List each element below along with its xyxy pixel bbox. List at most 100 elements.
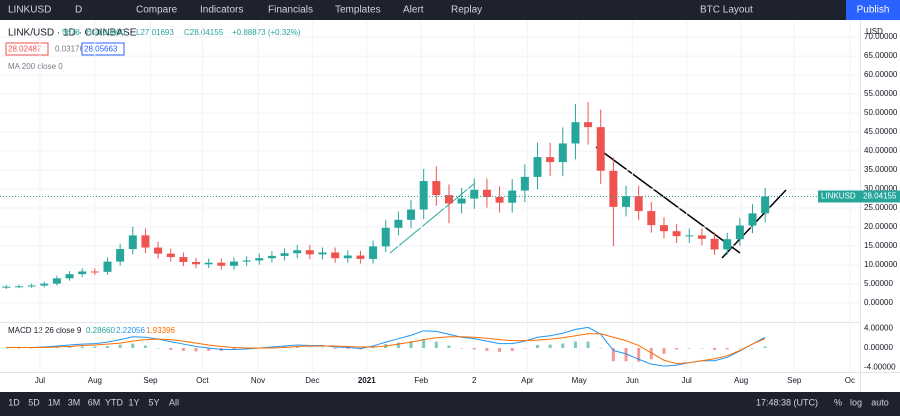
macd-histogram — [118, 344, 122, 348]
x-tick-label: Apr — [521, 376, 534, 385]
candle-body — [482, 189, 491, 198]
candle-body — [192, 261, 201, 265]
candle-body — [14, 286, 23, 288]
candle-body — [217, 262, 226, 266]
scale-option[interactable]: log — [850, 397, 862, 407]
macd-histogram — [460, 347, 464, 349]
toolbar-button[interactable]: Indicators — [200, 5, 243, 16]
macd-histogram — [295, 346, 299, 348]
scale-option[interactable]: % — [834, 397, 842, 407]
currency[interactable]: USD — [866, 27, 883, 36]
macd-histogram — [447, 345, 451, 348]
y-tick-label: 30.00000 — [864, 184, 898, 193]
y-tick-label: 35.00000 — [864, 165, 898, 174]
macd-histogram — [738, 347, 742, 349]
macd-histogram — [143, 345, 147, 348]
range-button[interactable]: 5Y — [148, 397, 159, 407]
macd-histogram — [308, 347, 312, 348]
range-button[interactable]: 1M — [48, 397, 61, 407]
macd-histogram — [472, 347, 476, 350]
y-tick-label: 15.00000 — [864, 241, 898, 250]
x-tick-label: Dec — [305, 376, 319, 385]
candle-body — [520, 176, 529, 191]
candle-body — [369, 246, 378, 259]
price-box — [5, 42, 49, 56]
candle-body — [90, 271, 99, 273]
macd-histogram — [409, 341, 413, 348]
toolbar-button[interactable]: Compare — [136, 5, 178, 16]
legend-title: LINK/USD · 1D · COINBASE — [8, 28, 137, 39]
candle-body — [647, 211, 656, 226]
last-price-tag — [818, 190, 900, 203]
macd-histogram — [80, 346, 84, 348]
range-button[interactable]: 6M — [88, 397, 101, 407]
macd-histogram — [700, 347, 704, 349]
symbol[interactable]: LINKUSD — [8, 5, 51, 16]
macd-histogram — [536, 345, 539, 348]
macd-histogram — [434, 341, 438, 348]
range-button[interactable]: All — [169, 397, 179, 407]
y-tick-label: 20.00000 — [864, 222, 898, 231]
candle-body — [166, 253, 175, 258]
toolbar-button[interactable]: Alert — [403, 5, 424, 16]
candle-body — [495, 197, 504, 203]
x-tick-label: Sep — [787, 376, 802, 385]
candle-body — [394, 219, 403, 228]
interval[interactable]: D — [75, 5, 82, 16]
ohlc-value: C28.04155 — [184, 28, 224, 37]
candle-body — [672, 231, 681, 237]
candle-body — [305, 250, 314, 255]
macd-histogram — [131, 343, 135, 348]
publish-button[interactable] — [846, 0, 900, 20]
macd-histogram — [156, 347, 160, 349]
y-tick-label: 5.00000 — [864, 279, 893, 288]
candle-body — [128, 235, 137, 250]
macd-histogram — [510, 347, 514, 351]
range-button[interactable]: 3M — [68, 397, 81, 407]
macd-histogram — [68, 346, 72, 348]
last-price: 28.04155 — [863, 192, 897, 201]
macd-histogram — [4, 347, 8, 349]
toolbar-button[interactable]: Replay — [451, 5, 482, 16]
price-box-label: 28.05663 — [84, 45, 118, 54]
y-tick-label: 25.00000 — [864, 203, 898, 212]
y-tick-label: 10.00000 — [864, 260, 898, 269]
clock: 17:48:38 (UTC) — [756, 397, 818, 407]
ohlc-value: +0.88873 (+0.32%) — [232, 28, 301, 37]
candle-body — [432, 181, 441, 196]
candle-body — [533, 157, 542, 177]
publish-label[interactable]: Publish — [857, 5, 890, 16]
range-button[interactable]: 1D — [8, 397, 20, 407]
candle-body — [141, 235, 150, 248]
range-button[interactable]: 5D — [28, 397, 40, 407]
candle-body — [154, 247, 163, 254]
macd-histogram — [498, 347, 502, 352]
candle-body — [571, 122, 580, 144]
macd-histogram — [548, 344, 552, 348]
layout[interactable]: BTC Layout — [700, 5, 753, 16]
macd-histogram — [649, 347, 653, 360]
toolbar-button[interactable]: Financials — [268, 5, 313, 16]
range-button[interactable]: YTD — [105, 397, 124, 407]
candle-body — [356, 255, 365, 259]
candle-body — [710, 238, 719, 250]
price-box-label: 28.02487 — [8, 45, 42, 54]
macd-histogram — [561, 343, 565, 348]
macd-histogram — [751, 347, 754, 349]
toolbar-button[interactable]: Templates — [335, 5, 381, 16]
macd-histogram — [321, 347, 324, 348]
candle-body — [343, 255, 352, 259]
candle-body — [470, 189, 479, 199]
range-button[interactable]: 1Y — [128, 397, 139, 407]
x-tick-label: Jul — [35, 376, 45, 385]
y-tick-label: 45.00000 — [864, 127, 898, 136]
macd-histogram — [207, 347, 211, 351]
candle-body — [27, 285, 36, 287]
candle-body — [407, 209, 416, 220]
macd-histogram — [346, 347, 350, 349]
macd-histogram — [93, 346, 97, 348]
scale-option[interactable]: auto — [871, 397, 889, 407]
candle-body — [558, 143, 567, 163]
macd-histogram — [662, 347, 666, 354]
macd-histogram — [194, 347, 198, 352]
